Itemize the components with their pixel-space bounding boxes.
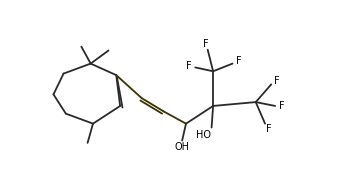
Text: F: F [266, 124, 272, 134]
Text: F: F [186, 61, 192, 71]
Text: F: F [236, 56, 241, 66]
Text: F: F [279, 101, 284, 111]
Text: F: F [274, 76, 280, 85]
Text: HO: HO [196, 130, 211, 140]
Text: OH: OH [175, 142, 190, 152]
Text: F: F [203, 39, 209, 49]
